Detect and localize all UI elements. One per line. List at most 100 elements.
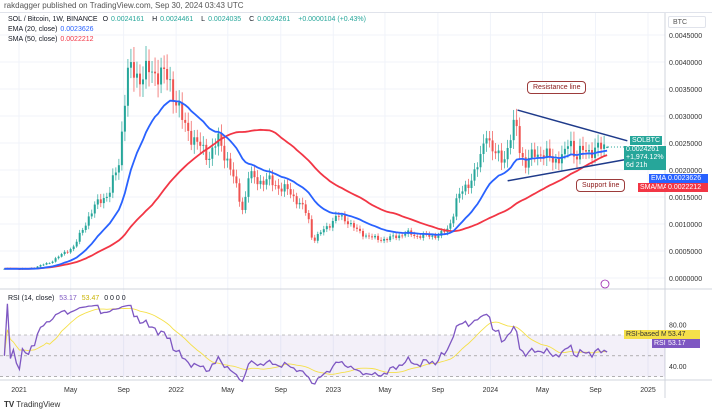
- candle-body: [377, 235, 380, 240]
- candle-body: [289, 189, 292, 195]
- support-callout: Support line: [576, 179, 626, 192]
- candle-body: [440, 230, 443, 236]
- rsi-ma-legend-value: 53.47: [81, 295, 100, 302]
- sma-legend[interactable]: SMA (50, close) 0.0022212: [8, 36, 97, 43]
- rsi-label: RSI (14, close): [8, 295, 55, 302]
- last-price-tag: 0.0024261 +1,974.12% 6d 21h: [624, 146, 666, 170]
- candle-body: [54, 258, 57, 262]
- candle-body: [145, 60, 148, 80]
- candle-body: [452, 216, 455, 224]
- candle-body: [337, 215, 340, 217]
- candle-body: [66, 251, 69, 253]
- candle-body: [494, 151, 497, 154]
- chart-canvas[interactable]: 0.0045000 0.0040000 0.0035000 0.0030000 0.00…: [0, 13, 712, 398]
- ema-legend[interactable]: EMA (20, close) 0.0023626: [8, 26, 97, 33]
- price-tick-label: 0.0020000: [669, 168, 702, 175]
- candle-body: [331, 220, 334, 228]
- candle-body: [542, 155, 545, 158]
- candle-body: [69, 249, 72, 253]
- candle-body: [545, 148, 548, 158]
- candle-body: [455, 198, 458, 217]
- candle-body: [45, 263, 48, 265]
- candle-body: [310, 219, 313, 238]
- bar-countdown: 6d 21h: [626, 162, 648, 169]
- currency-selector[interactable]: BTC: [668, 16, 706, 28]
- candle-body: [485, 138, 488, 144]
- candle-body: [84, 225, 87, 230]
- rsi-legend-value: 53.17: [59, 295, 77, 302]
- candle-body: [157, 73, 160, 85]
- candle-body: [259, 180, 262, 185]
- tv-logo-icon: TV: [4, 400, 15, 409]
- candle-body: [515, 119, 518, 127]
- candle-body: [202, 144, 205, 146]
- candle-body: [298, 202, 301, 205]
- candle-body: [603, 144, 606, 149]
- price-tick-label: 0.0040000: [669, 60, 702, 67]
- close-label: C: [249, 16, 255, 23]
- candle-body: [138, 73, 141, 85]
- candle-body: [509, 140, 512, 148]
- rsi-line: [3, 303, 608, 385]
- candle-body: [389, 236, 392, 241]
- candle-body: [585, 150, 588, 152]
- candle-body: [404, 233, 407, 236]
- rsi-extra-values: 0 0 0 0: [104, 295, 126, 302]
- time-tick-label: 2023: [325, 387, 341, 394]
- event-flash-icon[interactable]: [600, 279, 610, 289]
- candle-body: [533, 149, 536, 157]
- candle-body: [241, 201, 244, 210]
- candle-body: [557, 158, 560, 164]
- tradingview-logo[interactable]: TV TradingView: [4, 400, 60, 409]
- candle-body: [328, 226, 331, 228]
- candle-body: [87, 216, 90, 226]
- candle-body: [232, 169, 235, 177]
- candle-body: [190, 130, 193, 145]
- candle-body: [126, 67, 129, 106]
- time-tick-label: 2024: [483, 387, 499, 394]
- open-value: 0.0024161: [111, 16, 145, 23]
- chart-frame[interactable]: 0.0045000 0.0040000 0.0035000 0.0030000 0.00…: [0, 12, 712, 398]
- candle-body: [548, 148, 551, 157]
- candle-body: [199, 141, 202, 146]
- candle-body: [96, 199, 99, 205]
- candle-body: [600, 142, 603, 149]
- candle-body: [48, 262, 51, 264]
- rsi-value-tag: 53.17: [666, 339, 700, 348]
- candle-body: [307, 213, 310, 220]
- candle-body: [57, 256, 60, 259]
- candle-body: [536, 154, 539, 157]
- candle-body: [105, 196, 108, 199]
- candle-body: [63, 251, 66, 255]
- time-tick-label: May: [536, 387, 550, 394]
- candle-body: [214, 146, 217, 148]
- candle-body: [250, 171, 253, 179]
- resistance-callout: Resistance line: [527, 81, 587, 94]
- candle-body: [588, 150, 591, 152]
- time-tick-label: May: [221, 387, 235, 394]
- ohlc-high: H 0.0024461: [152, 16, 196, 23]
- candle-body: [223, 145, 226, 161]
- candle-body: [72, 246, 75, 250]
- candle-body: [102, 198, 105, 204]
- rsi-legend[interactable]: RSI (14, close) 53.17 53.47 0 0 0 0: [8, 295, 129, 302]
- rsi-tag: RSI: [652, 339, 668, 348]
- candle-body: [169, 79, 172, 81]
- time-tick-label: 2025: [640, 387, 656, 394]
- candle-body: [497, 150, 500, 154]
- candle-body: [476, 167, 479, 170]
- candle-body: [419, 236, 422, 238]
- symbol-title[interactable]: SOL / Bitcoin, 1W, BINANCE: [8, 16, 98, 23]
- candle-body: [238, 183, 241, 202]
- candle-body: [42, 264, 45, 266]
- candle-body: [196, 137, 199, 142]
- candle-body: [211, 147, 214, 159]
- rsi-tick-label: 80.00: [669, 323, 687, 330]
- time-tick-label: Sep: [117, 387, 130, 394]
- candle-body: [304, 204, 307, 214]
- candle-body: [129, 62, 132, 68]
- sma-tag: SMA/MA: [638, 183, 670, 192]
- time-tick-label: Sep: [589, 387, 602, 394]
- price-tick-label: 0.0010000: [669, 222, 702, 229]
- candle-body: [398, 235, 401, 239]
